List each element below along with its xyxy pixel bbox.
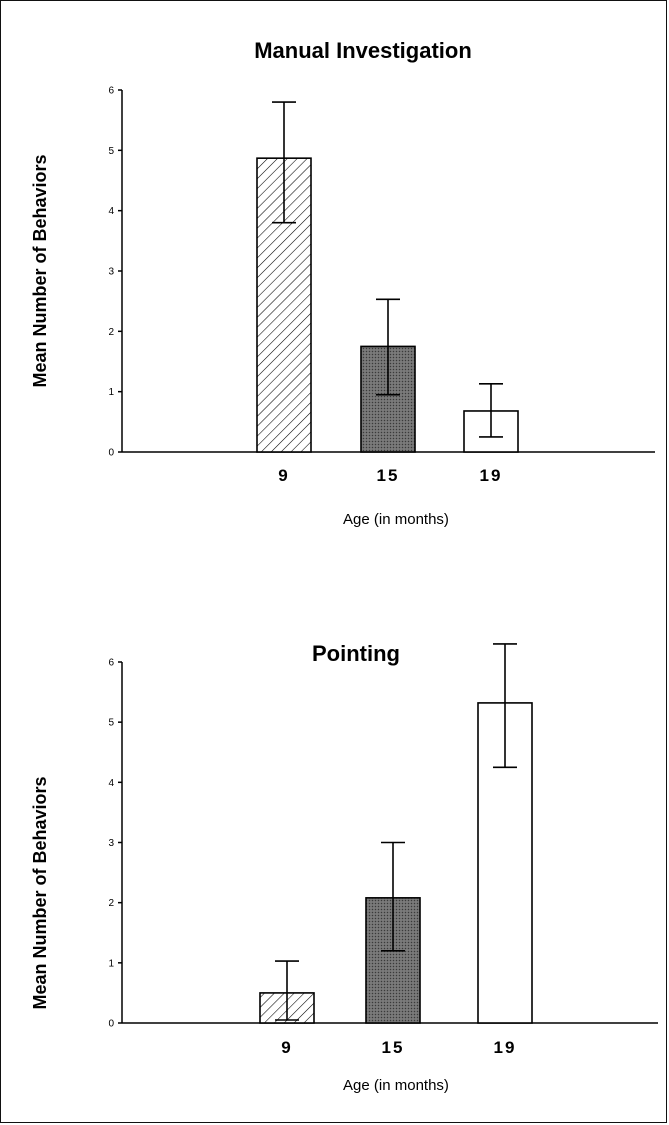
y-tick-label: 4 [108,778,114,789]
y-tick-label: 1 [108,958,114,969]
bar-marks: 0 1 2 3 4 5 6 9 15 19 [108,643,658,1057]
y-axis-label: Mean Number of Behaviors [30,776,50,1009]
y-tick-label: 0 [108,448,114,459]
y-tick-label: 2 [108,327,114,338]
chart-manual-investigation: Manual Investigation Mean Number of Beha… [30,38,655,528]
chart-title: Manual Investigation [254,38,472,63]
y-tick-label: 4 [108,206,114,217]
y-tick-label: 6 [108,658,114,669]
y-tick-label: 1 [108,387,114,398]
x-tick-label: 19 [480,466,503,485]
y-tick-label: 6 [108,86,114,97]
x-tick-label: 15 [382,1038,405,1057]
chart-pointing: Pointing Mean Number of Behaviors Age (i… [30,641,658,1094]
x-axis-label: Age (in months) [343,511,449,528]
x-tick-label: 15 [377,466,400,485]
y-tick-label: 5 [108,718,114,729]
bar-marks: 0 1 2 3 4 5 6 9 15 19 [108,86,655,485]
x-tick-label: 9 [281,1038,292,1057]
y-axis-label: Mean Number of Behaviors [30,154,50,387]
y-tick-label: 3 [108,838,114,849]
y-tick-label: 2 [108,898,114,909]
chart-title: Pointing [312,641,400,666]
y-tick-label: 0 [108,1019,114,1030]
y-tick-label: 5 [108,146,114,157]
x-tick-label: 9 [278,466,289,485]
x-tick-label: 19 [494,1038,517,1057]
x-axis-label: Age (in months) [343,1077,449,1094]
y-tick-label: 3 [108,267,114,278]
